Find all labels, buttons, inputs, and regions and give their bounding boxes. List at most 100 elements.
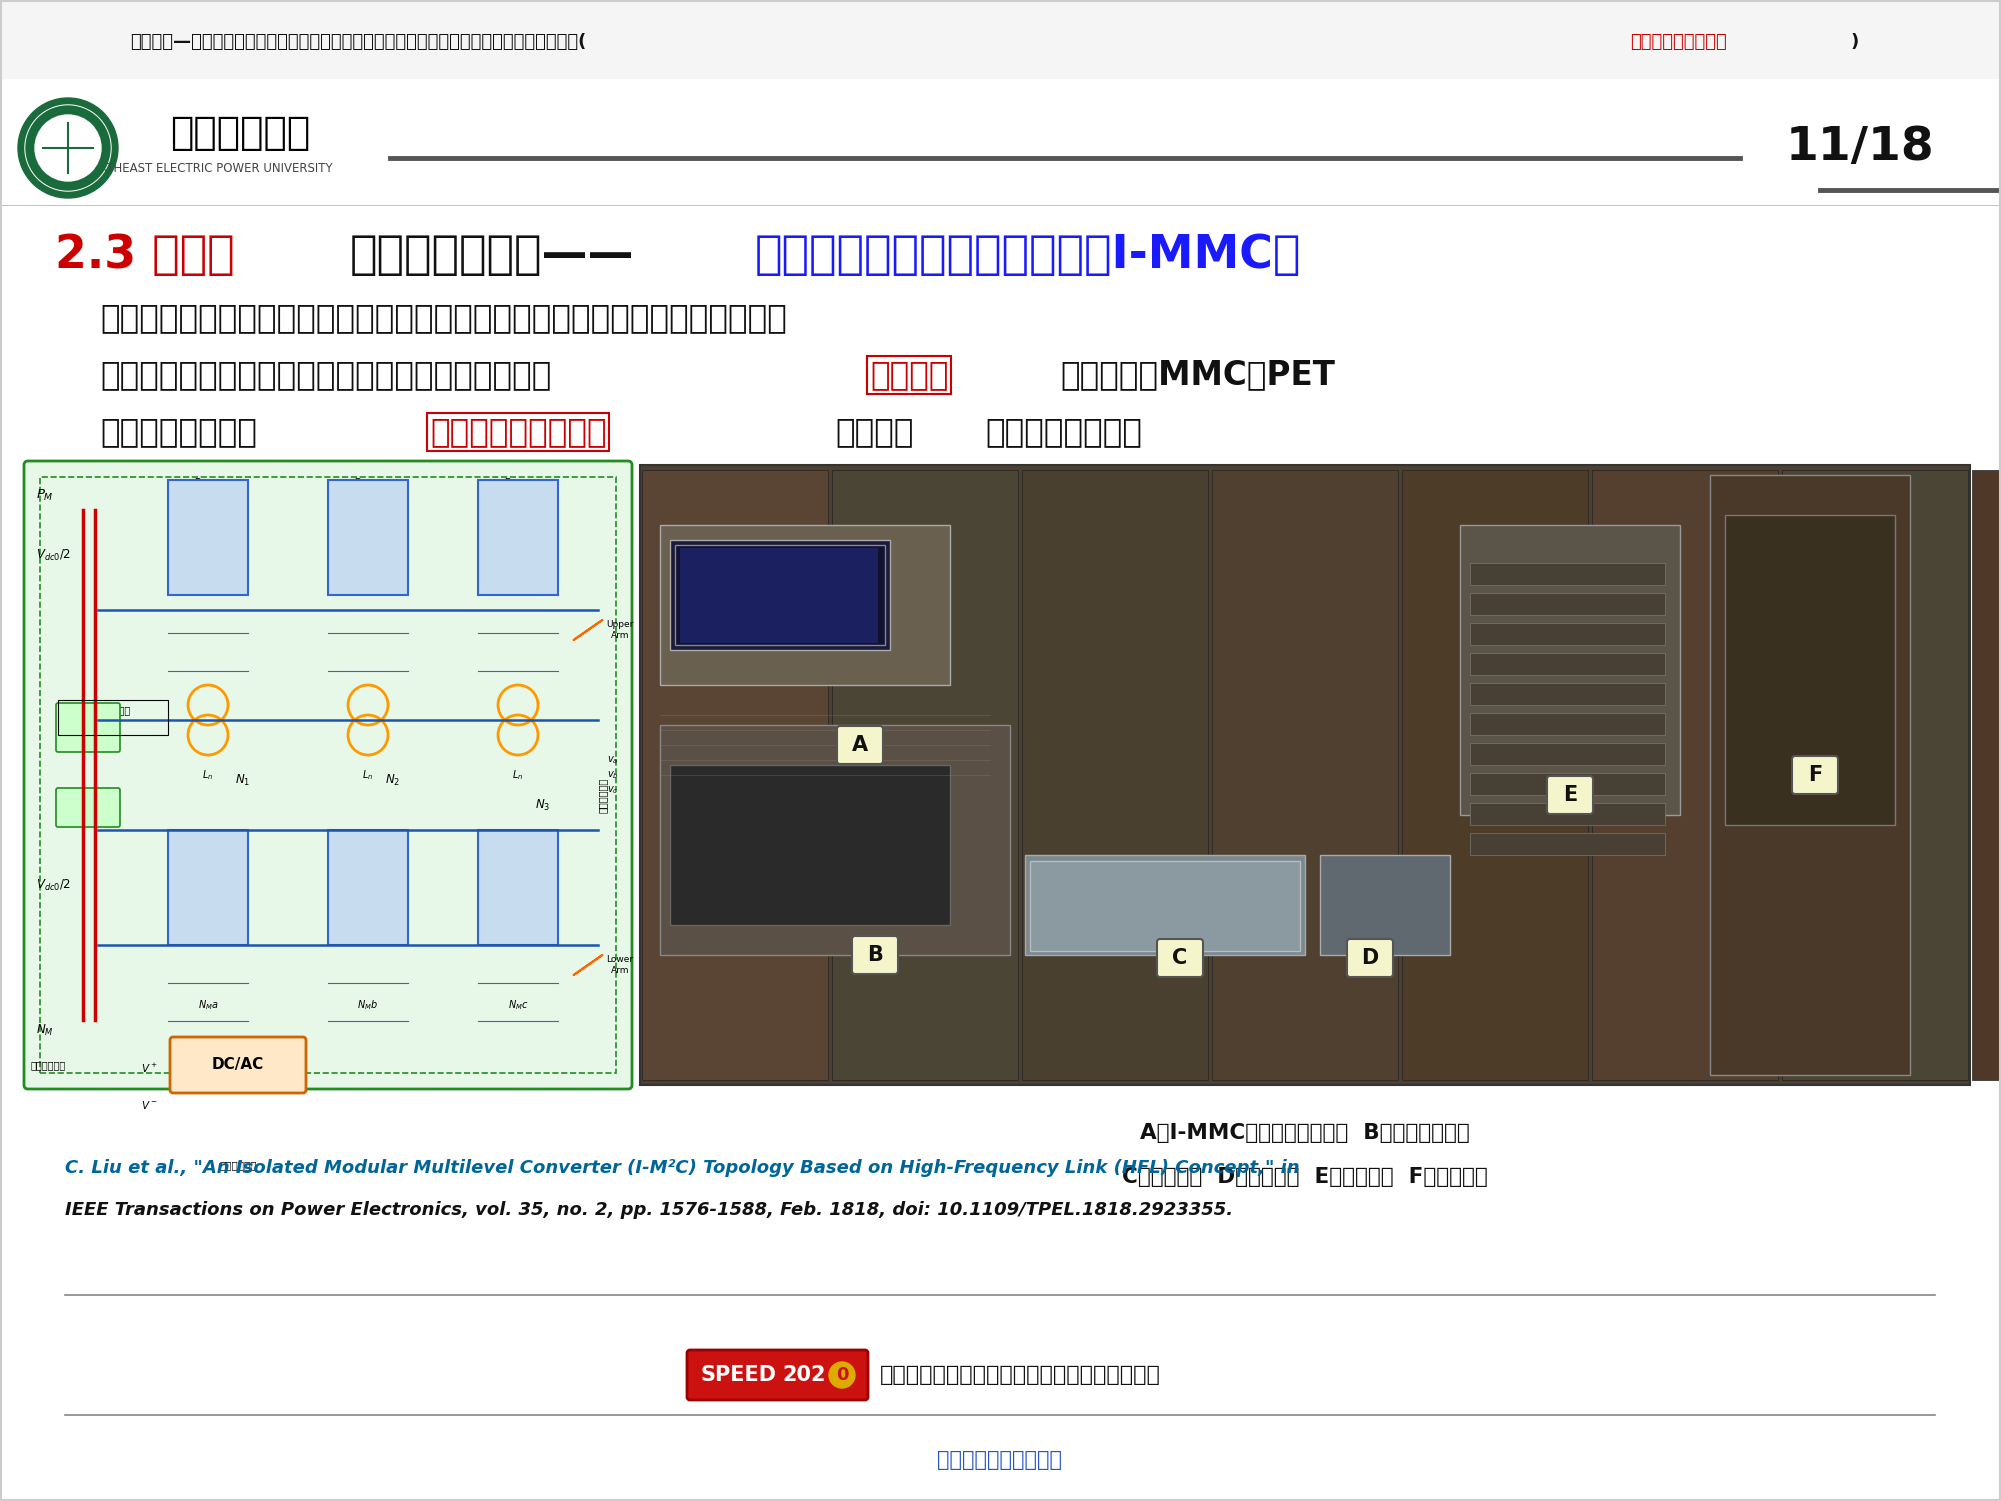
- Text: C. Liu et al., "An Isolated Modular Multilevel Converter (I-M²C) Topology Based : C. Liu et al., "An Isolated Modular Mult…: [64, 1159, 1299, 1177]
- Text: $v_b$: $v_b$: [606, 769, 618, 781]
- Text: 低压交流端口: 低压交流端口: [220, 1160, 256, 1169]
- Text: ): ): [1851, 33, 1859, 51]
- Bar: [1471, 653, 1665, 675]
- Text: DC/AC: DC/AC: [212, 1058, 264, 1073]
- Text: cell ln: cell ln: [504, 923, 532, 932]
- Text: 高压侧独立电容，: 高压侧独立电容，: [100, 416, 256, 449]
- Text: A：I-MMC能源路由器主回路  B：八通道示波器: A：I-MMC能源路由器主回路 B：八通道示波器: [1141, 1123, 1471, 1142]
- Text: 电力电子变压器——: 电力电子变压器——: [350, 233, 634, 278]
- Text: 提出了一种单级式隔离型模块化多电平变换器拓扑结构，其可以应用于具有多端: 提出了一种单级式隔离型模块化多电平变换器拓扑结构，其可以应用于具有多端: [100, 302, 786, 335]
- Circle shape: [24, 105, 110, 191]
- Text: cell u1: cell u1: [192, 536, 224, 545]
- Text: 隔离型模块化多电平变换器（I-MMC）: 隔离型模块化多电平变换器（I-MMC）: [754, 233, 1301, 278]
- FancyBboxPatch shape: [836, 726, 882, 764]
- Circle shape: [26, 107, 110, 191]
- FancyBboxPatch shape: [56, 702, 120, 752]
- Text: cell un: cell un: [192, 573, 224, 582]
- Text: $N_Mb$: $N_Mb$: [358, 998, 378, 1012]
- Bar: [168, 480, 248, 594]
- Text: 完全消除: 完全消除: [870, 359, 948, 392]
- Text: $N_Ma$: $N_Ma$: [198, 998, 218, 1012]
- Text: cell un: cell un: [502, 573, 532, 582]
- FancyBboxPatch shape: [1157, 940, 1203, 977]
- Text: 202: 202: [782, 1364, 826, 1385]
- Bar: [58, 699, 168, 735]
- Text: D: D: [1361, 949, 1379, 968]
- Text: $V_{dc0}/2$: $V_{dc0}/2$: [36, 548, 72, 563]
- Bar: [660, 725, 1011, 955]
- Bar: [1471, 683, 1665, 705]
- Text: cell l1: cell l1: [504, 886, 532, 895]
- Bar: [1973, 470, 2001, 1081]
- Text: cell l1: cell l1: [194, 886, 222, 895]
- Circle shape: [828, 1361, 854, 1388]
- Text: 中压交流端口: 中压交流端口: [598, 778, 608, 812]
- Circle shape: [18, 98, 118, 198]
- Bar: [1471, 803, 1665, 826]
- Text: 第十四届中国高校电力电子与电气传动学术年会: 第十四届中国高校电力电子与电气传动学术年会: [880, 1364, 1161, 1385]
- Text: $V^+$: $V^+$: [142, 1061, 158, 1075]
- Text: Upper
Arm: Upper Arm: [606, 620, 634, 639]
- FancyBboxPatch shape: [1347, 940, 1393, 977]
- Text: SPEED: SPEED: [700, 1364, 776, 1385]
- Bar: [670, 766, 950, 925]
- Bar: [1471, 593, 1665, 615]
- Text: NORTHEAST ELECTRIC POWER UNIVERSITY: NORTHEAST ELECTRIC POWER UNIVERSITY: [82, 162, 332, 174]
- Text: $N_3$: $N_3$: [536, 797, 550, 812]
- Text: $N_1$: $N_1$: [236, 773, 250, 788]
- FancyBboxPatch shape: [56, 788, 120, 827]
- Text: 缩小了装置体积。: 缩小了装置体积。: [984, 416, 1143, 449]
- Text: $N_L$: $N_L$: [80, 803, 96, 817]
- FancyBboxPatch shape: [24, 461, 632, 1090]
- Circle shape: [34, 116, 100, 182]
- Text: 无需复杂的均压策略: 无需复杂的均压策略: [430, 416, 606, 449]
- Text: $P_{Ma}$: $P_{Ma}$: [194, 476, 212, 489]
- Text: $v_a$: $v_a$: [606, 754, 618, 766]
- Text: C: C: [1173, 949, 1189, 968]
- Text: cell un: cell un: [352, 573, 382, 582]
- Bar: [328, 830, 408, 946]
- Bar: [1725, 515, 1895, 826]
- Bar: [642, 470, 828, 1081]
- Bar: [674, 545, 884, 645]
- Bar: [680, 548, 878, 642]
- Text: cell u1: cell u1: [502, 536, 532, 545]
- Bar: [832, 470, 1019, 1081]
- Text: cell ln: cell ln: [194, 923, 222, 932]
- Text: cell u1: cell u1: [352, 536, 382, 545]
- Text: Lower
Arm: Lower Arm: [606, 955, 634, 974]
- Bar: [1471, 623, 1665, 645]
- Text: $L_n$: $L_n$: [512, 769, 524, 782]
- Text: $L_n$: $L_n$: [362, 769, 374, 782]
- Text: 低压直流端口: 低压直流端口: [96, 705, 130, 714]
- Text: 东北电力大学: 东北电力大学: [170, 114, 310, 152]
- Text: 11/18: 11/18: [1785, 126, 1935, 171]
- Text: $N_2$: $N_2$: [386, 773, 400, 788]
- Bar: [660, 525, 950, 684]
- Text: ，极大地: ，极大地: [834, 416, 914, 449]
- Bar: [640, 465, 1971, 1085]
- Text: 中压直流端口: 中压直流端口: [30, 1060, 66, 1070]
- Bar: [1471, 773, 1665, 796]
- Bar: [1025, 856, 1305, 955]
- Text: $P_{Mc}$: $P_{Mc}$: [502, 476, 522, 489]
- Bar: [1711, 474, 1911, 1075]
- FancyBboxPatch shape: [1793, 757, 1839, 794]
- Text: C：数字电源  D：直流负载  E：采样电路  F：交流负载: C：数字电源 D：直流负载 E：采样电路 F：交流负载: [1123, 1166, 1489, 1187]
- Bar: [478, 480, 558, 594]
- Text: $L_n$: $L_n$: [202, 769, 214, 782]
- Text: $P_M$: $P_M$: [36, 488, 54, 503]
- Text: $V^-$: $V^-$: [142, 1099, 158, 1111]
- Text: $N_M$: $N_M$: [36, 1022, 54, 1037]
- Text: $P_{Mb}$: $P_{Mb}$: [352, 476, 372, 489]
- Text: $V_{dc0}/2$: $V_{dc0}/2$: [36, 878, 72, 893]
- Text: $N_Mc$: $N_Mc$: [508, 998, 528, 1012]
- FancyBboxPatch shape: [1547, 776, 1593, 814]
- FancyBboxPatch shape: [170, 1037, 306, 1093]
- Text: IEEE Transactions on Power Electronics, vol. 35, no. 2, pp. 1576-1588, Feb. 1818: IEEE Transactions on Power Electronics, …: [64, 1201, 1233, 1219]
- Text: cell ln: cell ln: [354, 923, 382, 932]
- Text: A: A: [852, 735, 868, 755]
- Text: $v_c$: $v_c$: [606, 784, 618, 796]
- Bar: [1031, 862, 1301, 952]
- Bar: [670, 540, 890, 650]
